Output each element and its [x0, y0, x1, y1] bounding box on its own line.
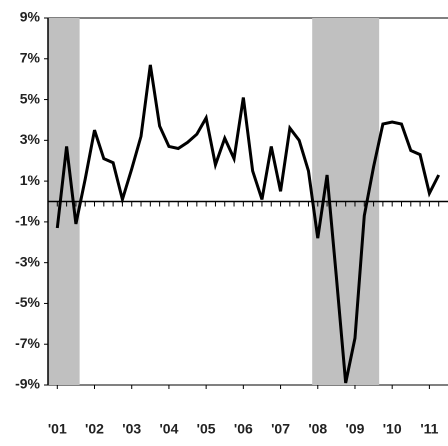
y-tick-label: -7% [15, 335, 40, 351]
x-tick-label: '07 [271, 421, 290, 437]
x-tick-label: '05 [197, 421, 216, 437]
y-tick-label: -9% [15, 376, 40, 392]
x-tick-label: '10 [383, 421, 402, 437]
x-tick-label: '06 [234, 421, 253, 437]
y-tick-label: 3% [20, 131, 41, 147]
y-tick-label: 9% [20, 9, 41, 25]
x-tick-label: '01 [48, 421, 67, 437]
y-tick-label: 5% [20, 90, 41, 106]
x-tick-label: '04 [159, 421, 178, 437]
y-tick-label: -5% [15, 294, 40, 310]
y-tick-label: 7% [20, 49, 41, 65]
x-tick-label: '09 [346, 421, 365, 437]
x-tick-label: '08 [308, 421, 327, 437]
x-tick-label: '02 [85, 421, 104, 437]
x-tick-label: '11 [420, 421, 438, 437]
data-line [55, 64, 441, 384]
y-tick-label: -3% [15, 253, 40, 269]
y-tick-label: -1% [15, 213, 40, 229]
y-tick-label: 1% [20, 172, 41, 188]
x-tick-label: '03 [122, 421, 141, 437]
